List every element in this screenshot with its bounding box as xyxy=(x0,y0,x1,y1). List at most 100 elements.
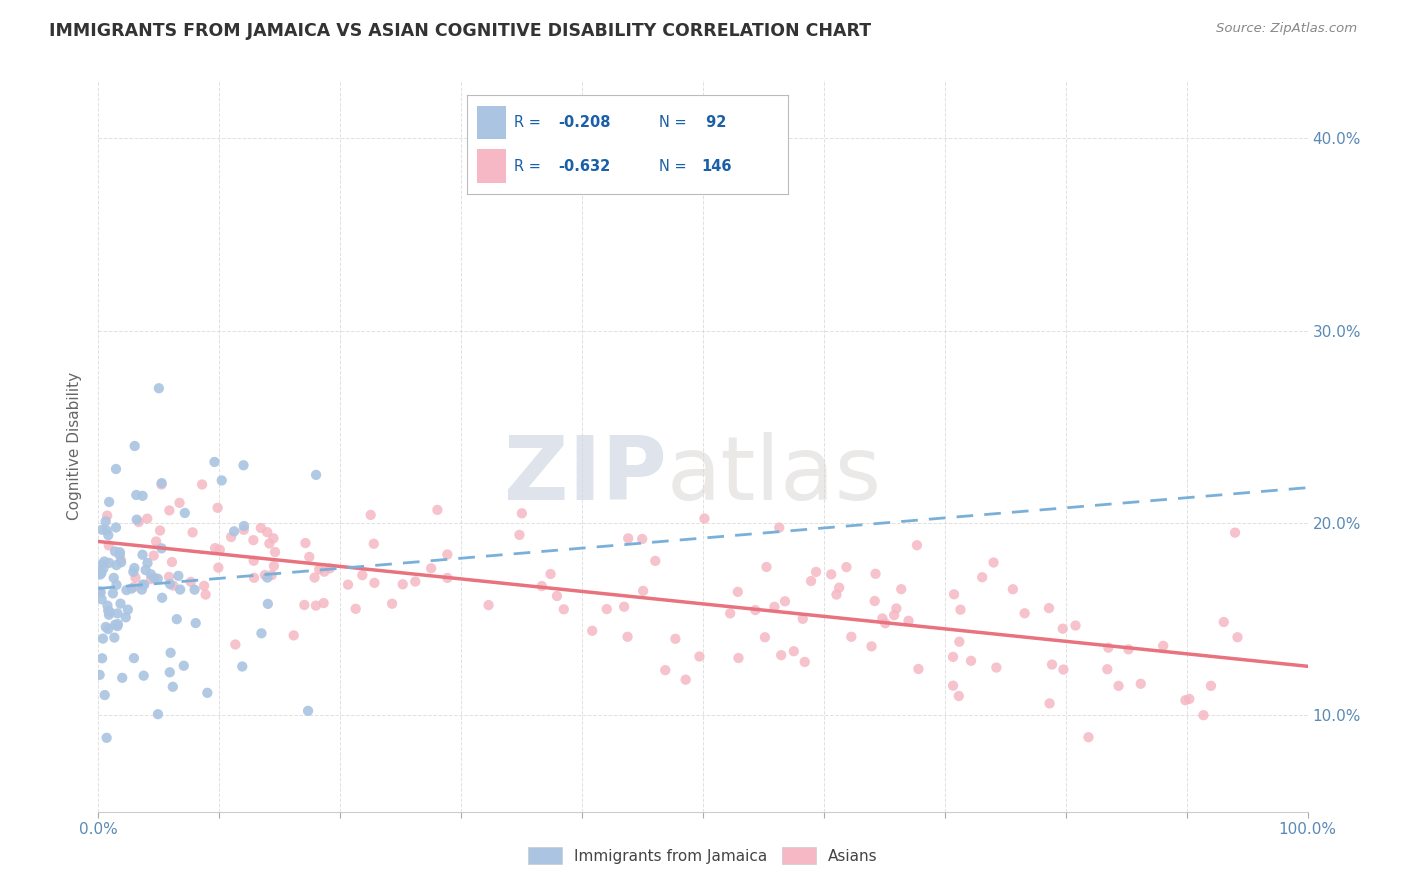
Point xyxy=(159,577,181,591)
Point xyxy=(142,549,165,563)
Point xyxy=(159,646,181,660)
Point xyxy=(1226,630,1249,644)
Point xyxy=(644,554,666,568)
Point xyxy=(820,567,842,582)
Point xyxy=(352,568,374,582)
Point xyxy=(194,588,217,602)
Point xyxy=(105,578,128,592)
Point xyxy=(654,663,676,677)
Point xyxy=(146,572,169,586)
Point xyxy=(131,548,153,562)
Point xyxy=(117,602,139,616)
Point xyxy=(631,583,654,598)
Point xyxy=(131,582,153,597)
Point xyxy=(718,607,741,621)
Point xyxy=(391,577,413,591)
Point xyxy=(948,634,970,648)
Point xyxy=(90,558,112,572)
Point xyxy=(104,462,127,476)
Point xyxy=(250,626,273,640)
Point xyxy=(134,578,156,592)
Point xyxy=(125,488,148,502)
Point xyxy=(890,582,912,596)
Point xyxy=(89,668,111,682)
Point xyxy=(263,558,285,573)
Text: IMMIGRANTS FROM JAMAICA VS ASIAN COGNITIVE DISABILITY CORRELATION CHART: IMMIGRANTS FROM JAMAICA VS ASIAN COGNITI… xyxy=(49,22,872,40)
Point xyxy=(94,514,117,528)
Point xyxy=(1039,697,1062,711)
Point xyxy=(125,513,148,527)
Point xyxy=(1052,663,1074,677)
Point xyxy=(1097,640,1119,655)
Point xyxy=(124,571,146,585)
Point xyxy=(149,524,172,538)
Point xyxy=(616,630,638,644)
Point xyxy=(727,651,749,665)
Point xyxy=(1097,662,1119,676)
Point xyxy=(191,477,214,491)
Point xyxy=(773,594,796,608)
Point xyxy=(115,583,138,598)
Point xyxy=(381,597,404,611)
Point xyxy=(298,549,321,564)
Point xyxy=(664,632,686,646)
Point xyxy=(404,574,426,589)
Point xyxy=(693,511,716,525)
Point xyxy=(1118,642,1140,657)
Point xyxy=(96,731,118,745)
Point xyxy=(1174,693,1197,707)
Point xyxy=(546,589,568,603)
Point xyxy=(124,561,146,575)
Point xyxy=(94,620,117,634)
Point xyxy=(97,538,120,552)
Point xyxy=(825,588,848,602)
Point xyxy=(305,467,328,482)
Point xyxy=(90,592,112,607)
Point xyxy=(688,649,710,664)
Text: atlas: atlas xyxy=(666,432,882,519)
Text: Source: ZipAtlas.com: Source: ZipAtlas.com xyxy=(1216,22,1357,36)
Point xyxy=(204,541,226,555)
Point xyxy=(1199,679,1222,693)
Point xyxy=(139,572,162,586)
Point xyxy=(231,659,253,673)
Point xyxy=(613,599,636,614)
Point xyxy=(173,658,195,673)
Point xyxy=(983,556,1005,570)
Point xyxy=(242,554,264,568)
Point xyxy=(631,532,654,546)
Point xyxy=(136,511,159,525)
Point xyxy=(436,548,458,562)
Point xyxy=(360,508,382,522)
Point xyxy=(181,525,204,540)
Point xyxy=(98,607,121,622)
Point xyxy=(768,520,790,534)
Point xyxy=(114,610,136,624)
Point xyxy=(839,630,862,644)
Point xyxy=(792,612,814,626)
Point xyxy=(139,567,162,582)
Point xyxy=(420,561,443,575)
Point xyxy=(319,561,342,575)
Point xyxy=(111,671,134,685)
Point xyxy=(763,599,786,614)
Point xyxy=(1178,692,1201,706)
Point xyxy=(872,611,894,625)
Point xyxy=(986,660,1008,674)
Point xyxy=(167,569,190,583)
Point xyxy=(897,614,920,628)
Point xyxy=(96,524,118,538)
Point xyxy=(1212,615,1234,629)
Point xyxy=(148,381,170,395)
Point xyxy=(297,704,319,718)
Point xyxy=(108,548,131,562)
Point xyxy=(754,630,776,644)
Point xyxy=(960,654,983,668)
Point xyxy=(242,533,264,548)
Point xyxy=(793,655,815,669)
Point xyxy=(146,707,169,722)
Point xyxy=(256,571,278,585)
Point xyxy=(131,489,153,503)
Point xyxy=(883,608,905,623)
Point xyxy=(727,585,749,599)
